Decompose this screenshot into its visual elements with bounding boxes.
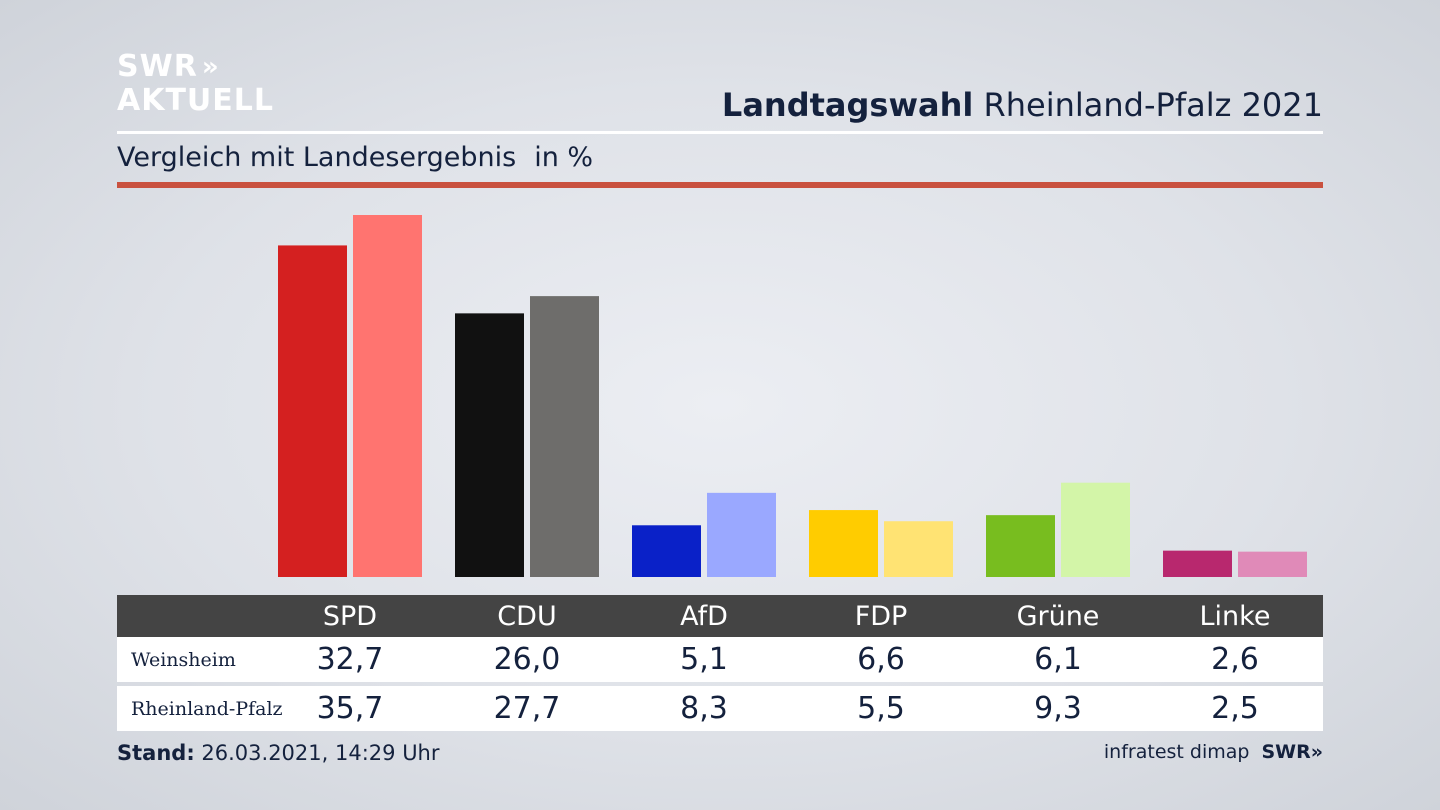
source-credit: infratest dimap SWR» <box>1104 741 1323 763</box>
row-label: Rheinland-Pfalz <box>131 697 283 720</box>
table-cell: 32,7 <box>316 642 384 677</box>
table-cell: 6,6 <box>857 642 905 677</box>
bar-afd-weinsheim <box>632 525 701 577</box>
bar-fdp-rheinland-pfalz <box>884 521 953 577</box>
results-table: SPD CDU AfD FDP Grüne Linke Weinsheim 32,7 26,… <box>117 595 1323 731</box>
table-cell: 5,5 <box>857 691 905 726</box>
table-cell: 35,7 <box>316 691 384 726</box>
column-header: FDP <box>854 600 908 632</box>
subtitle-unit: in % <box>534 142 594 173</box>
table-cell: 2,6 <box>1211 642 1259 677</box>
table-cell: 27,7 <box>493 691 561 726</box>
bar-linke-rheinland-pfalz <box>1238 551 1307 577</box>
table-cell: 2,5 <box>1211 691 1259 726</box>
bar-spd-rheinland-pfalz <box>353 215 422 577</box>
column-header: AfD <box>680 600 728 632</box>
title-divider <box>117 131 1323 134</box>
logo-line2: AKTUELL <box>117 83 275 118</box>
subtitle-text: Vergleich mit Landesergebnis <box>117 142 517 173</box>
column-header: SPD <box>322 600 378 632</box>
table-cell: 5,1 <box>680 642 728 677</box>
bar-spd-weinsheim <box>278 245 347 577</box>
row-label: Weinsheim <box>131 648 236 671</box>
bar-afd-rheinland-pfalz <box>707 492 776 577</box>
swr-footer-logo: SWR» <box>1261 741 1323 763</box>
source-name: infratest dimap <box>1103 741 1250 763</box>
column-header: CDU <box>497 600 557 632</box>
table-row: Rheinland-Pfalz 35,7 27,7 8,3 5,5 9,3 2,5 <box>117 686 1323 731</box>
table-cell: 9,3 <box>1034 691 1082 726</box>
table-header: SPD CDU AfD FDP Grüne Linke <box>117 595 1323 637</box>
table-cell: 6,1 <box>1034 642 1082 677</box>
column-header: Linke <box>1199 600 1271 632</box>
table-row: Weinsheim 32,7 26,0 5,1 6,6 6,1 2,6 <box>117 637 1323 682</box>
stand-label: Stand: <box>117 741 195 765</box>
swr-aktuell-logo: SWR» AKTUELL <box>117 52 274 116</box>
bar-cdu-weinsheim <box>455 313 524 577</box>
logo-chevron-icon: » <box>201 52 219 82</box>
timestamp: Stand: 26.03.2021, 14:29 Uhr <box>117 741 440 765</box>
bar-linke-weinsheim <box>1163 550 1232 577</box>
chart-subtitle: Vergleich mit Landesergebnis in % <box>117 142 593 173</box>
table-cell: 8,3 <box>680 691 728 726</box>
bar-cdu-rheinland-pfalz <box>530 296 599 577</box>
bar-grne-rheinland-pfalz <box>1061 482 1130 577</box>
bar-grne-weinsheim <box>986 515 1055 577</box>
page-title: Landtagswahl Rheinland-Pfalz 2021 <box>722 86 1323 124</box>
stand-value: 26.03.2021, 14:29 Uhr <box>201 741 440 765</box>
bar-chart <box>278 215 1307 577</box>
logo-line1: SWR <box>117 49 198 84</box>
column-header: Grüne <box>1016 600 1100 632</box>
title-rest: Rheinland-Pfalz 2021 <box>983 86 1323 124</box>
accent-divider <box>117 182 1323 188</box>
table-cell: 26,0 <box>493 642 561 677</box>
title-bold: Landtagswahl <box>721 86 974 124</box>
bar-fdp-weinsheim <box>809 510 878 577</box>
